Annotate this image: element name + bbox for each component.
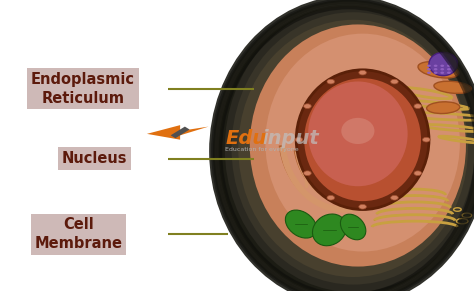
Circle shape: [391, 196, 398, 200]
Polygon shape: [147, 125, 209, 140]
Circle shape: [359, 70, 366, 75]
Ellipse shape: [434, 81, 472, 93]
Ellipse shape: [225, 5, 474, 291]
Circle shape: [434, 68, 438, 70]
Circle shape: [327, 196, 335, 200]
Text: input: input: [261, 129, 319, 148]
Ellipse shape: [340, 214, 366, 240]
Circle shape: [295, 137, 303, 142]
Circle shape: [447, 65, 451, 67]
Circle shape: [391, 79, 398, 84]
Ellipse shape: [429, 52, 457, 76]
Ellipse shape: [285, 210, 317, 238]
Circle shape: [440, 68, 444, 70]
Circle shape: [304, 171, 311, 175]
Ellipse shape: [418, 62, 459, 78]
Ellipse shape: [341, 118, 374, 144]
Circle shape: [434, 65, 438, 67]
Circle shape: [447, 68, 451, 70]
Circle shape: [414, 171, 421, 175]
Text: Endoplasmic
Reticulum: Endoplasmic Reticulum: [31, 72, 135, 106]
Circle shape: [327, 79, 335, 84]
Ellipse shape: [312, 214, 346, 246]
Polygon shape: [171, 127, 190, 138]
Circle shape: [359, 204, 366, 209]
Circle shape: [447, 72, 451, 74]
Circle shape: [427, 65, 431, 67]
Text: Cell
Membrane: Cell Membrane: [34, 217, 122, 251]
Circle shape: [427, 68, 431, 70]
Ellipse shape: [265, 34, 460, 251]
Text: Education for everyone: Education for everyone: [225, 147, 299, 152]
Ellipse shape: [308, 81, 408, 186]
Ellipse shape: [218, 5, 474, 291]
Ellipse shape: [296, 70, 429, 210]
Ellipse shape: [231, 12, 474, 285]
Circle shape: [304, 104, 311, 109]
Circle shape: [427, 72, 431, 74]
Circle shape: [434, 72, 438, 74]
Text: Nucleus: Nucleus: [62, 151, 128, 166]
Circle shape: [440, 72, 444, 74]
Circle shape: [422, 137, 430, 142]
Ellipse shape: [304, 78, 421, 201]
Ellipse shape: [427, 102, 460, 113]
Text: Edu: Edu: [225, 129, 266, 148]
Circle shape: [414, 104, 421, 109]
Circle shape: [440, 65, 444, 67]
Ellipse shape: [238, 20, 468, 277]
Ellipse shape: [250, 24, 466, 267]
